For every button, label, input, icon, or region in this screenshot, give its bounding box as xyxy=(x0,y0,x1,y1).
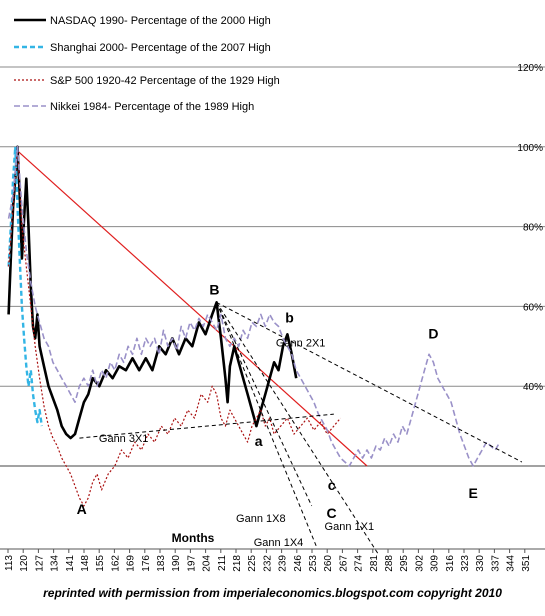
gann-label: Gann 3X1 xyxy=(99,433,149,445)
point-labels: Bb a AcC D E xyxy=(77,281,478,520)
x-tick-label: 309 xyxy=(430,555,441,572)
gann-label: Gann 1X8 xyxy=(236,513,286,525)
point-label: E xyxy=(469,485,478,501)
point-label: D xyxy=(428,325,438,341)
x-tick-label: 316 xyxy=(445,555,456,572)
x-axis-title: Months xyxy=(172,531,215,545)
point-label: C xyxy=(327,505,337,521)
point-label: a xyxy=(255,433,263,449)
legend-label: S&P 500 1920-42 Percentage of the 1929 H… xyxy=(50,75,280,87)
x-tick-label: 246 xyxy=(293,555,304,572)
x-tick-label: 253 xyxy=(308,555,319,572)
x-tick-label: 337 xyxy=(490,555,501,572)
x-tick-label: 344 xyxy=(506,555,517,572)
x-tick-label: 218 xyxy=(232,555,243,572)
series-lines xyxy=(7,145,501,507)
gann-label: Gann 1X1 xyxy=(325,521,375,533)
legend: NASDAQ 1990- Percentage of the 2000 High… xyxy=(14,15,280,113)
x-tick-label: 323 xyxy=(460,555,471,572)
x-tick-label: 302 xyxy=(414,555,425,572)
x-tick-label: 113 xyxy=(4,555,15,571)
x-tick-label: 260 xyxy=(323,555,334,572)
x-tick-label: 141 xyxy=(65,555,76,572)
y-tick-label: 100% xyxy=(517,143,543,154)
gann-line-4 xyxy=(216,302,379,555)
gann-lines: Gann 3X1 Gann 2X1 Gann 1X8 Gann 1X4 Gann 1X1 xyxy=(79,301,523,555)
x-tick-label: 162 xyxy=(110,555,121,572)
x-tick-label: 190 xyxy=(171,555,182,572)
x-tick-label: 155 xyxy=(95,555,106,572)
x-tick-label: 169 xyxy=(126,555,137,572)
point-label: b xyxy=(285,309,294,325)
gann-line-2 xyxy=(216,302,313,507)
x-tick-label: 176 xyxy=(141,555,152,572)
series-line-3 xyxy=(7,146,501,467)
trend-line xyxy=(17,150,368,467)
legend-label: Nikkei 1984- Percentage of the 1989 High xyxy=(50,101,254,113)
x-tick-label: 330 xyxy=(475,555,486,572)
x-tick-label: 183 xyxy=(156,555,167,572)
legend-label: Shanghai 2000- Percentage of the 2007 Hi… xyxy=(50,42,271,54)
x-tick-label: 295 xyxy=(399,555,410,572)
x-tick-label: 148 xyxy=(80,555,91,572)
y-tick-label: 120% xyxy=(517,63,543,74)
gann-line-1 xyxy=(216,301,523,463)
x-tick-label: 232 xyxy=(262,555,273,572)
x-tick-label: 134 xyxy=(50,555,61,572)
point-label: B xyxy=(209,281,219,297)
chart-svg: 120% 100% 80% 60% 40% Gann 3X1 Gann 2X1 Gann 1… xyxy=(0,15,545,572)
y-tick-label: 80% xyxy=(523,223,543,234)
point-label: A xyxy=(77,501,87,517)
x-tick-label: 197 xyxy=(186,555,197,572)
x-tick-label: 274 xyxy=(354,555,365,572)
y-axis-ticks: 120% 100% 80% 60% 40% xyxy=(517,63,543,393)
series-line-2 xyxy=(8,146,341,507)
gann-label: Gann 2X1 xyxy=(276,337,326,349)
legend-label: NASDAQ 1990- Percentage of the 2000 High xyxy=(50,15,271,27)
x-tick-label: 211 xyxy=(217,555,228,571)
x-tick-label: 225 xyxy=(247,555,258,572)
x-tick-label: 351 xyxy=(521,555,532,572)
series-line-0 xyxy=(7,145,298,440)
point-label: c xyxy=(328,477,336,493)
x-tick-label: 239 xyxy=(278,555,289,572)
x-tick-label: 204 xyxy=(202,555,213,572)
x-tick-label: 267 xyxy=(338,555,349,572)
x-tick-label: 288 xyxy=(384,555,395,572)
gann-line-0 xyxy=(79,413,334,439)
copyright-caption: reprinted with permission from imperiale… xyxy=(43,586,502,600)
gann-label: Gann 1X4 xyxy=(254,537,304,549)
gann-line-3 xyxy=(216,302,317,546)
x-tick-label: 120 xyxy=(19,555,30,572)
x-tick-label: 127 xyxy=(34,555,45,572)
y-tick-label: 40% xyxy=(523,382,543,393)
x-tick-label: 281 xyxy=(369,555,380,572)
y-tick-label: 60% xyxy=(523,302,543,313)
x-axis: 113 120 127 134 141 148 155 162 169 176 183 190 197 2… xyxy=(0,531,545,572)
